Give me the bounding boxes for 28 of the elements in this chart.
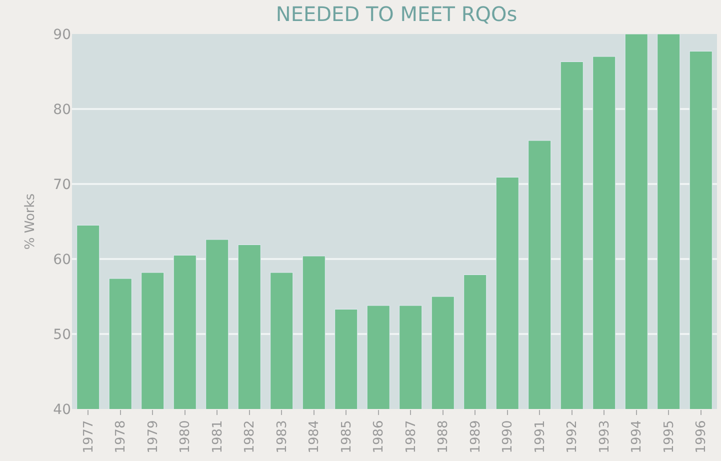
x-tick-label: 1993	[597, 420, 612, 454]
y-tick-label: 90	[53, 26, 71, 43]
x-tick-label: 1979	[146, 420, 161, 454]
x-tick-label: 1987	[404, 420, 419, 454]
x-tick-label: 1994	[630, 420, 645, 454]
y-tick-label: 60	[53, 252, 71, 268]
x-tick-label: 1983	[274, 420, 290, 454]
y-tick-label: 50	[53, 326, 71, 343]
x-tick-label: 1982	[242, 420, 258, 454]
y-tick-label: 80	[53, 102, 71, 118]
x-tick-label: 1986	[372, 420, 387, 454]
x-tick-label: 1992	[565, 420, 580, 454]
y-axis-title: % Works	[23, 193, 38, 250]
x-tick-label: 1984	[307, 420, 322, 454]
x-tick-label: 1978	[114, 420, 129, 454]
x-tick-label: 1990	[500, 420, 516, 454]
x-tick-label: 1980	[178, 420, 194, 454]
x-tick-label: 1981	[210, 420, 226, 454]
y-tick-label: 70	[53, 176, 71, 193]
x-tick-label: 1989	[468, 420, 484, 454]
x-tick-label: 1996	[694, 420, 710, 454]
x-tick-label: 1988	[436, 420, 452, 454]
y-tick-label: 40	[53, 402, 71, 418]
x-tick-label: 1995	[662, 420, 677, 454]
x-tick-label: 1977	[81, 420, 96, 454]
chart-title: NEEDED TO MEET RQOs	[276, 2, 518, 26]
x-tick-label: 1985	[339, 420, 354, 454]
x-tick-label: 1991	[532, 420, 548, 454]
